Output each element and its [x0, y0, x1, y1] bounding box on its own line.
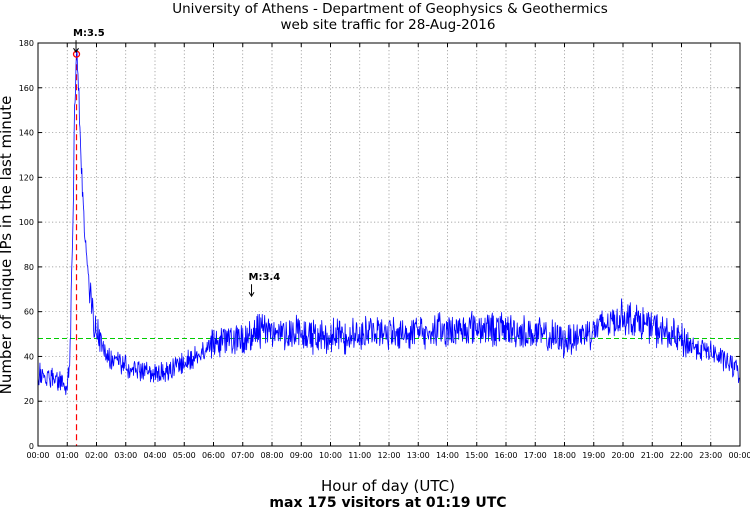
y-tick-label: 20	[24, 397, 34, 406]
series-layer	[37, 49, 740, 396]
x-axis-sublabel: max 175 visitors at 01:19 UTC	[269, 495, 506, 511]
x-tick-label: 12:00	[377, 451, 400, 460]
x-tick-label: 05:00	[173, 451, 196, 460]
x-tick-label: 23:00	[699, 451, 722, 460]
y-tick-label: 180	[19, 39, 34, 48]
earthquake-label: M:3.4	[249, 272, 281, 283]
chart-title: University of Athens - Department of Geo…	[172, 1, 608, 17]
x-tick-label: 21:00	[641, 451, 664, 460]
x-tick-label: 16:00	[494, 451, 517, 460]
y-tick-label: 120	[19, 173, 34, 182]
grid-lines	[38, 43, 740, 446]
x-tick-label: 07:00	[231, 451, 254, 460]
x-tick-label: 09:00	[290, 451, 313, 460]
y-tick-label: 160	[19, 84, 34, 93]
y-tick-label: 80	[24, 263, 34, 272]
reference-lines	[38, 54, 740, 446]
y-tick-label: 40	[24, 352, 34, 361]
annotations: M:3.5 M:3.4	[73, 28, 281, 298]
x-tick-label: 04:00	[143, 451, 166, 460]
x-tick-label: 10:00	[319, 451, 342, 460]
chart-subtitle: web site traffic for 28-Aug-2016	[281, 17, 496, 33]
y-tick-label: 60	[24, 308, 34, 317]
y-tick-label: 140	[19, 129, 34, 138]
y-axis-ticks: 0 20 40 60 80 100 120 140 160 180	[19, 39, 740, 451]
x-tick-label: 06:00	[202, 451, 225, 460]
earthquake-label: M:3.5	[73, 28, 105, 39]
y-axis-label: Number of unique IPs in the last minute	[0, 96, 15, 395]
x-tick-label: 11:00	[348, 451, 371, 460]
x-tick-label: 19:00	[582, 451, 605, 460]
traffic-series-line	[37, 49, 740, 396]
arrow-head-icon	[248, 291, 255, 298]
earthquake-annotation: M:3.5	[73, 28, 105, 54]
x-tick-label: 15:00	[465, 451, 488, 460]
x-tick-label: 18:00	[553, 451, 576, 460]
arrow-head-icon	[73, 47, 79, 54]
x-tick-label: 02:00	[85, 451, 108, 460]
x-tick-label: 14:00	[436, 451, 459, 460]
x-tick-label: 17:00	[524, 451, 547, 460]
x-tick-label: 08:00	[260, 451, 283, 460]
x-tick-label: 00:00	[26, 451, 49, 460]
x-tick-label: 00:00	[728, 451, 750, 460]
y-tick-label: 100	[19, 218, 34, 227]
earthquake-annotation: M:3.4	[248, 272, 281, 298]
y-tick-label: 0	[29, 442, 34, 451]
x-axis-ticks: 00:00 01:00 02:00 03:00 04:00 05:00 06:00 07:00…	[26, 43, 750, 460]
x-tick-label: 01:00	[56, 451, 79, 460]
x-tick-label: 13:00	[407, 451, 430, 460]
x-tick-label: 03:00	[114, 451, 137, 460]
x-tick-label: 20:00	[611, 451, 634, 460]
x-tick-label: 22:00	[670, 451, 693, 460]
x-axis-label: Hour of day (UTC)	[321, 477, 455, 495]
